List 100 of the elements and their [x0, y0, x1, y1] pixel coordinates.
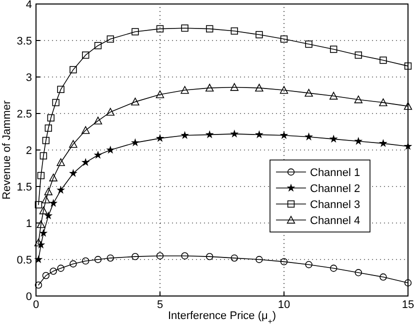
point [82, 52, 90, 59]
point [181, 24, 188, 32]
point [69, 140, 78, 148]
point [206, 252, 214, 260]
point [379, 98, 388, 106]
point [330, 264, 338, 272]
point [354, 136, 363, 145]
point [230, 130, 239, 138]
point [56, 158, 65, 166]
point [42, 196, 50, 204]
point [254, 130, 264, 138]
point [330, 92, 338, 100]
point [404, 102, 412, 110]
point [304, 132, 314, 140]
point [256, 256, 263, 264]
y-tick-label: 0.5 [16, 254, 32, 266]
y-axis-title: Revenue of Jammer [1, 100, 13, 200]
point [280, 86, 288, 94]
point [230, 83, 238, 91]
point [68, 168, 78, 177]
point [44, 188, 52, 196]
point [230, 254, 238, 262]
point [131, 98, 140, 106]
point [156, 134, 164, 142]
point [206, 25, 214, 32]
point [36, 220, 46, 228]
point [94, 150, 102, 159]
point [404, 279, 412, 286]
point [354, 96, 362, 104]
point [44, 211, 53, 220]
x-tick-label: 15 [402, 299, 414, 311]
point [34, 201, 42, 208]
point [37, 172, 45, 180]
point [132, 252, 139, 260]
point [106, 35, 114, 43]
point [57, 86, 64, 94]
x-tick-label: 5 [156, 299, 164, 311]
legend-label: Channel 2 [310, 183, 360, 195]
point [230, 27, 238, 35]
point [329, 134, 338, 143]
point [280, 35, 288, 43]
point [82, 126, 90, 134]
y-tick-label: 1 [26, 218, 32, 230]
y-tick-label: 2 [26, 145, 32, 157]
point [42, 136, 50, 144]
legend-label: Channel 3 [310, 199, 360, 211]
point [180, 86, 189, 94]
legend-label: Channel 4 [310, 215, 360, 227]
point [156, 252, 164, 260]
point [130, 138, 140, 146]
y-tick-label: 3 [26, 72, 32, 84]
point [106, 254, 114, 262]
point [205, 130, 214, 138]
point [180, 130, 190, 139]
point [56, 186, 66, 194]
point [81, 158, 90, 166]
point [40, 152, 48, 160]
point [354, 269, 362, 276]
point [50, 268, 57, 275]
y-tick-label: 3.5 [16, 36, 32, 48]
point [280, 258, 288, 266]
point [47, 114, 54, 122]
point [156, 25, 164, 32]
point [304, 88, 313, 97]
x-tick-label: 10 [278, 299, 290, 311]
point [94, 256, 102, 264]
point [106, 108, 114, 116]
point [70, 260, 77, 268]
point [378, 139, 388, 148]
point [39, 206, 48, 214]
point [404, 62, 412, 70]
point [156, 90, 164, 98]
point [330, 46, 338, 53]
point [380, 273, 387, 281]
y-tick-label: 1.5 [16, 182, 32, 194]
point [94, 42, 102, 50]
y-tick-label: 4 [26, 0, 32, 11]
x-axis-title: Interference Price (μ$_{+}$) [168, 310, 276, 326]
legend-label: Channel 1 [310, 167, 360, 179]
point [49, 198, 58, 207]
point [206, 84, 214, 92]
point [57, 264, 64, 272]
point [94, 116, 102, 124]
y-tick-label: 0 [26, 291, 32, 303]
point [34, 238, 43, 246]
point [39, 228, 48, 237]
point [132, 28, 139, 36]
point [380, 56, 387, 64]
point [82, 257, 90, 265]
point [52, 98, 60, 106]
point [70, 66, 77, 74]
y-tick-label: 2.5 [16, 108, 32, 120]
point [354, 52, 362, 59]
point [255, 84, 264, 92]
point [305, 40, 312, 48]
point [181, 252, 188, 260]
point [34, 255, 43, 264]
point [305, 261, 312, 268]
point [42, 272, 50, 280]
point [256, 31, 263, 38]
